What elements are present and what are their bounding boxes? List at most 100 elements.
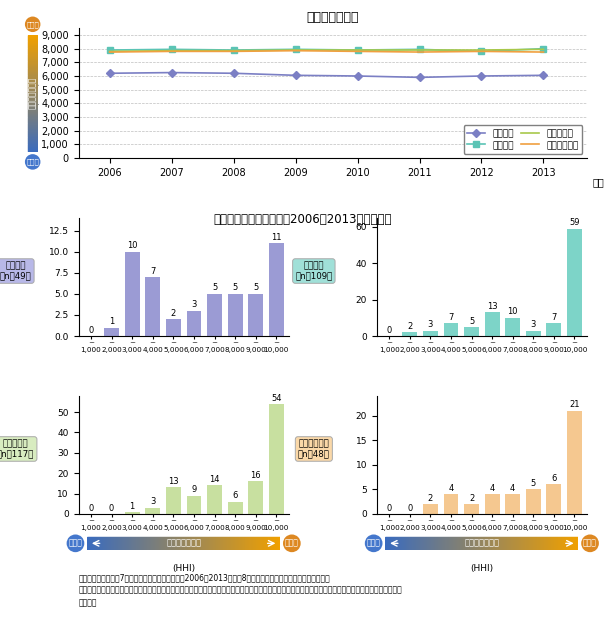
Bar [152,537,154,549]
Bar [217,537,218,549]
Bar [259,537,260,549]
Bar [142,537,143,549]
Bar [539,537,540,549]
Bar [488,537,489,549]
Text: 13: 13 [168,477,178,486]
Bar [188,537,189,549]
Bar [540,537,541,549]
Text: 5: 5 [253,283,258,292]
Bar [391,537,392,549]
Bar [561,537,562,549]
Bar [28,99,37,100]
Bar [183,537,184,549]
Bar [105,537,106,549]
Bar [434,537,436,549]
Bar [28,98,37,99]
Bar [126,537,128,549]
Bar [567,229,582,336]
Bar [94,537,95,549]
アジア系企業 [230,48,237,55]
Bar [395,537,396,549]
Bar [240,537,241,549]
Bar [125,252,140,336]
Text: アジア系企業
（n＝48）: アジア系企業 （n＝48） [298,439,330,459]
Bar [458,537,459,549]
Bar [28,149,37,151]
Text: 16: 16 [250,471,261,480]
Bar [478,537,479,549]
Bar [410,537,411,549]
米系企業 [292,46,299,53]
Bar [186,311,201,336]
Bar [238,537,239,549]
Bar [506,537,507,549]
Bar [28,127,37,128]
Bar [402,537,403,549]
Bar [195,537,196,549]
Bar [169,537,170,549]
アジア系企業 [106,48,113,56]
Text: 4: 4 [489,484,495,493]
Bar [277,537,278,549]
Bar [234,537,235,549]
Bar [128,537,129,549]
Bar [393,537,394,549]
Text: 専業的: 専業的 [583,539,597,548]
Bar [162,537,163,549]
Bar [416,537,417,549]
Text: 多角化度別企業数分布（2006－2013年度平均）: 多角化度別企業数分布（2006－2013年度平均） [213,213,392,226]
Bar [413,537,414,549]
Bar [543,537,544,549]
Bar [95,537,96,549]
Bar [159,537,160,549]
Bar [231,537,232,549]
Bar [28,58,37,59]
Bar [239,537,240,549]
Bar [89,537,90,549]
Bar [549,537,551,549]
Bar [28,107,37,108]
欧州系企業 [540,46,547,53]
Bar [485,312,500,336]
Bar [266,537,267,549]
Line: アジア系企業: アジア系企業 [110,51,543,52]
Bar [503,537,504,549]
Bar [233,537,234,549]
Bar [145,537,146,549]
Bar [244,537,246,549]
Bar [108,537,110,549]
Text: 10: 10 [508,308,518,316]
Bar [28,76,37,77]
Bar [198,537,199,549]
Text: 54: 54 [271,394,281,402]
Bar [28,51,37,52]
日系企業 [230,69,237,77]
Bar [446,537,447,549]
Bar [118,537,119,549]
Bar [166,319,181,336]
Bar [129,537,131,549]
Bar [28,52,37,53]
アジア系企業 [478,48,485,55]
Bar [210,537,211,549]
Bar [399,537,400,549]
Text: 多角化の度合い: 多角化の度合い [465,539,499,548]
Bar [205,537,206,549]
Bar [386,537,387,549]
Bar [443,537,444,549]
Bar [28,136,37,138]
Bar [237,537,238,549]
Bar [227,294,243,336]
Bar [28,118,37,119]
Bar [218,537,220,549]
Bar [146,537,147,549]
Bar [28,139,37,140]
Text: 0: 0 [407,504,413,512]
Bar [182,537,183,549]
Bar [531,537,532,549]
アジア系企業 [168,48,175,55]
Bar [460,537,462,549]
Bar [88,537,89,549]
Bar [480,537,481,549]
Bar [28,97,37,98]
